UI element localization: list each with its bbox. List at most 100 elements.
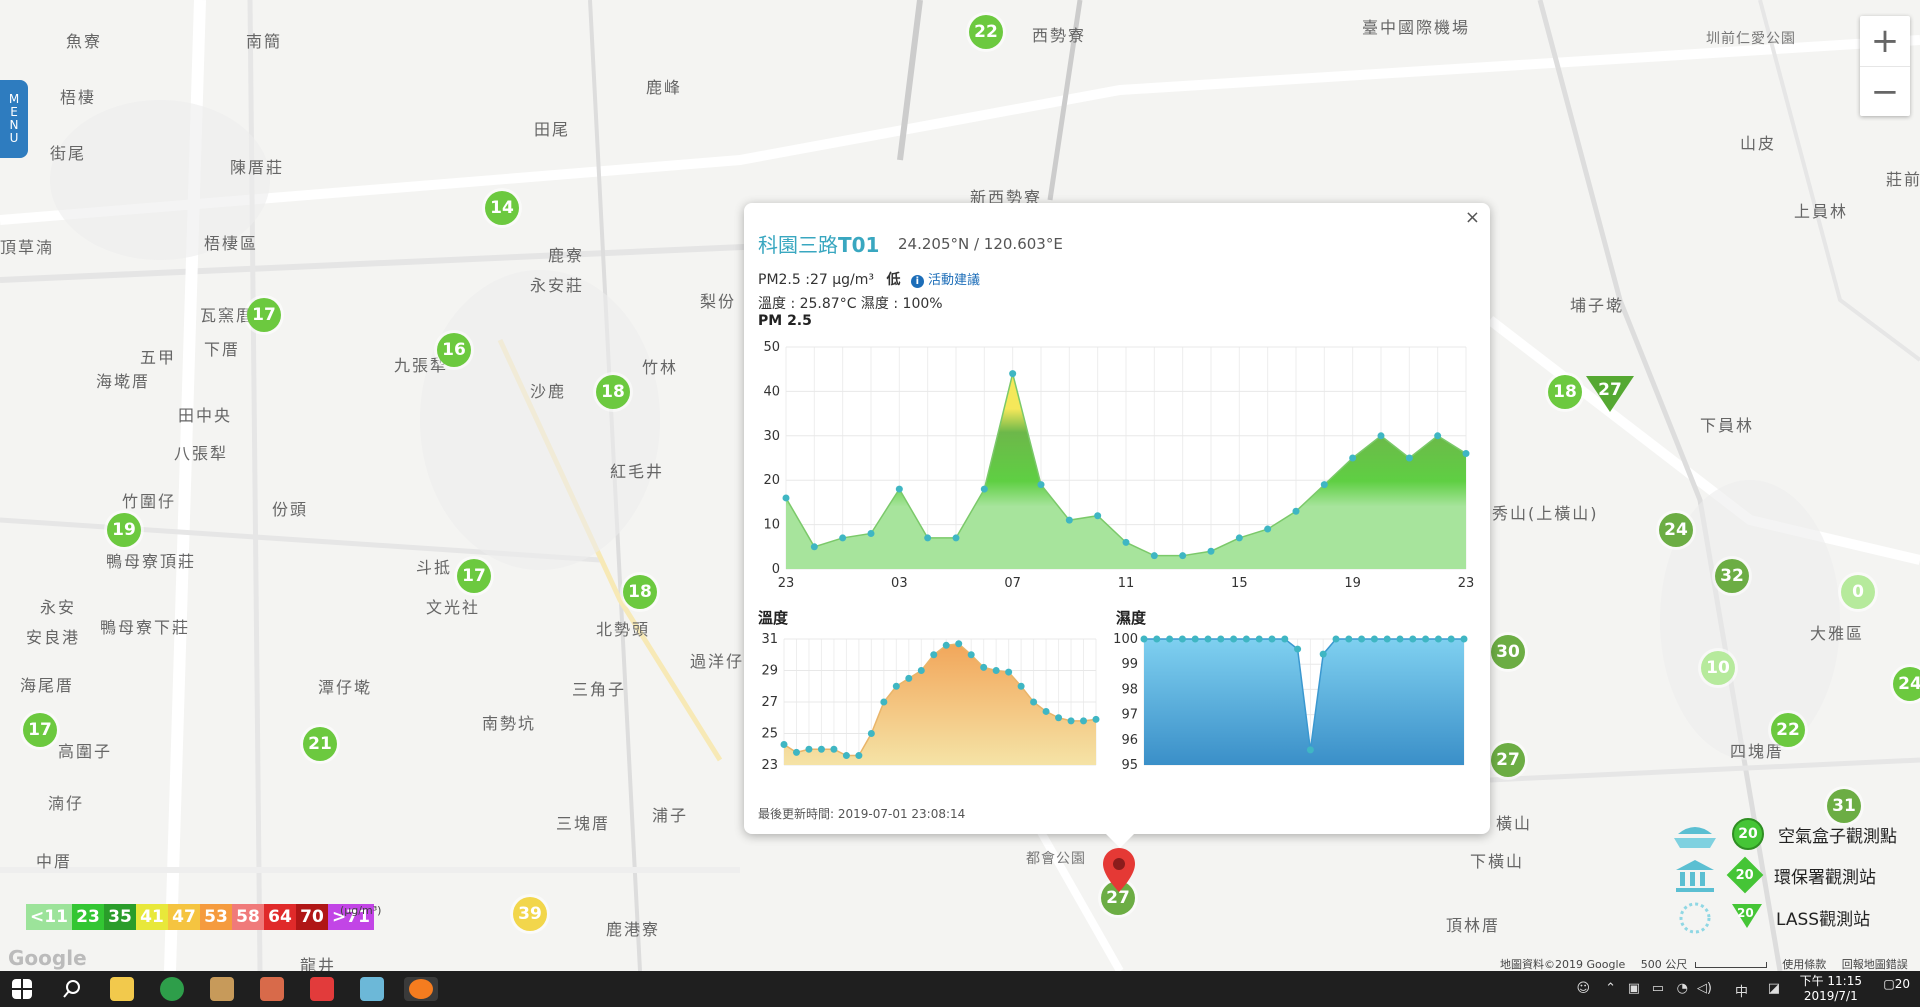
- battery-icon[interactable]: ▭: [1651, 981, 1664, 996]
- lass-triangle-icon: 20: [1732, 904, 1762, 930]
- zoom-out-button[interactable]: −: [1870, 72, 1900, 112]
- scale-cell: 47: [168, 904, 200, 930]
- wifi-icon[interactable]: ◔: [1676, 981, 1688, 996]
- scale-cell: 64: [264, 904, 296, 930]
- zoom-in-button[interactable]: +: [1860, 16, 1910, 67]
- data-point: [1319, 650, 1327, 658]
- temp-humidity-reading: 溫度 : 25.87°C 濕度 : 100%: [758, 296, 943, 312]
- chrome-icon[interactable]: [160, 977, 184, 1001]
- legend-lass-value: 20: [1737, 906, 1754, 920]
- station-marker[interactable]: 17: [247, 298, 281, 332]
- data-point: [1332, 635, 1340, 643]
- place-label: 鴨母寮頂莊: [106, 552, 197, 571]
- station-marker[interactable]: 27: [1491, 743, 1525, 777]
- app-icon[interactable]: [210, 977, 234, 1001]
- data-point: [980, 485, 988, 493]
- scale-cell: 58: [232, 904, 264, 930]
- humidity-chart: 95 96 97 98 99 100: [1113, 632, 1468, 773]
- scale-cell: >71: [328, 904, 374, 930]
- station-marker[interactable]: 17: [457, 559, 491, 593]
- volume-icon[interactable]: ◁): [1696, 981, 1712, 996]
- place-label: 鴨母寮下莊: [100, 618, 191, 637]
- activity-advice-link[interactable]: i 活動建議: [910, 273, 980, 288]
- station-marker[interactable]: 24: [1893, 667, 1920, 701]
- place-label: 下員林: [1700, 416, 1755, 435]
- close-icon[interactable]: ×: [1464, 207, 1480, 228]
- epa-diamond-icon: 20: [1726, 856, 1764, 894]
- data-point: [1030, 698, 1038, 706]
- place-label: 埔子墘: [1570, 296, 1625, 315]
- data-point: [895, 485, 903, 493]
- y-tick-label: 29: [761, 664, 778, 679]
- data-point: [817, 745, 825, 753]
- data-point: [830, 745, 838, 753]
- station-marker[interactable]: 18: [596, 375, 630, 409]
- search-icon[interactable]: [60, 977, 84, 1001]
- place-label: 龍井: [300, 956, 337, 971]
- report-error-link[interactable]: 回報地圖錯誤: [1841, 958, 1908, 971]
- people-icon[interactable]: ☺: [1576, 981, 1590, 996]
- taskbar: ☺ ⌃ ▣ ▭ ◔ ◁) 中 ◪ 下午 11:15 2019/7/1 ▢20: [0, 971, 1920, 1007]
- ime-icon[interactable]: ◪: [1767, 981, 1780, 996]
- station-marker[interactable]: 10: [1701, 651, 1735, 685]
- place-label: 鹿寮: [548, 246, 585, 265]
- clock-date: 2019/7/1: [1803, 989, 1858, 1003]
- station-marker[interactable]: 17: [23, 713, 57, 747]
- place-label: 永安莊: [530, 276, 585, 295]
- station-title: 科園三路T01: [758, 229, 879, 258]
- station-marker[interactable]: 21: [303, 727, 337, 761]
- station-marker[interactable]: 18: [1548, 375, 1582, 409]
- x-tick-label: 23: [778, 576, 795, 591]
- app-icon[interactable]: [310, 977, 334, 1001]
- legend-epa: 20 環保署觀測站: [1726, 856, 1876, 894]
- station-marker[interactable]: 32: [1715, 559, 1749, 593]
- place-label: 海墘厝: [96, 372, 151, 391]
- location-pin-icon[interactable]: [1103, 848, 1135, 896]
- windows-start-icon[interactable]: [12, 979, 32, 999]
- input-language[interactable]: 中: [1734, 985, 1748, 1000]
- place-label: 潭仔墘: [318, 678, 373, 697]
- station-marker[interactable]: 22: [1771, 713, 1805, 747]
- station-marker[interactable]: 0: [1841, 575, 1875, 609]
- chevron-up-icon[interactable]: ⌃: [1605, 981, 1616, 996]
- y-tick-label: 95: [1121, 758, 1138, 773]
- station-marker[interactable]: 39: [513, 897, 547, 931]
- map[interactable]: 魚寮 南簡 西勢寮 臺中國際機場 圳前仁愛公園 梧棲 鹿峰 街尾 田尾 陳厝莊 …: [0, 0, 1920, 971]
- data-point: [1067, 717, 1075, 725]
- data-point: [867, 730, 875, 737]
- data-point: [942, 641, 950, 649]
- station-marker[interactable]: 30: [1491, 635, 1525, 669]
- station-marker[interactable]: 22: [969, 15, 1003, 49]
- place-label: 鹿港寮: [606, 920, 661, 939]
- place-label: 海尾厝: [20, 676, 75, 695]
- data-point: [880, 698, 888, 706]
- station-marker[interactable]: 24: [1659, 513, 1693, 547]
- station-marker[interactable]: 31: [1827, 789, 1861, 823]
- data-point: [1447, 635, 1455, 643]
- app-icon[interactable]: [260, 977, 284, 1001]
- notification-icon[interactable]: ▢20: [1883, 977, 1910, 991]
- terms-link[interactable]: 使用條款: [1782, 958, 1827, 971]
- tray-icon[interactable]: ▣: [1627, 981, 1640, 996]
- scale-cell: 23: [72, 904, 104, 930]
- data-point: [1370, 635, 1378, 643]
- clock[interactable]: 下午 11:15 2019/7/1: [1800, 974, 1862, 1004]
- station-marker[interactable]: 18: [623, 575, 657, 609]
- data-point: [1153, 635, 1161, 643]
- station-marker[interactable]: 19: [107, 513, 141, 547]
- firefox-icon[interactable]: [404, 977, 438, 1001]
- data-point: [1377, 432, 1385, 440]
- data-point: [1055, 714, 1063, 722]
- x-tick-label: 23: [1458, 576, 1475, 591]
- data-point: [1281, 635, 1289, 643]
- menu-tab[interactable]: M E N U: [0, 80, 28, 158]
- data-point: [782, 494, 790, 502]
- station-marker[interactable]: 14: [485, 191, 519, 225]
- station-marker[interactable]: 16: [437, 333, 471, 367]
- data-point: [1292, 507, 1300, 515]
- epa-station-marker[interactable]: 27: [1586, 376, 1634, 416]
- file-explorer-icon[interactable]: [110, 977, 134, 1001]
- app-icon[interactable]: [360, 977, 384, 1001]
- place-label: 八張犁: [174, 444, 229, 463]
- place-label: 田尾: [534, 120, 571, 139]
